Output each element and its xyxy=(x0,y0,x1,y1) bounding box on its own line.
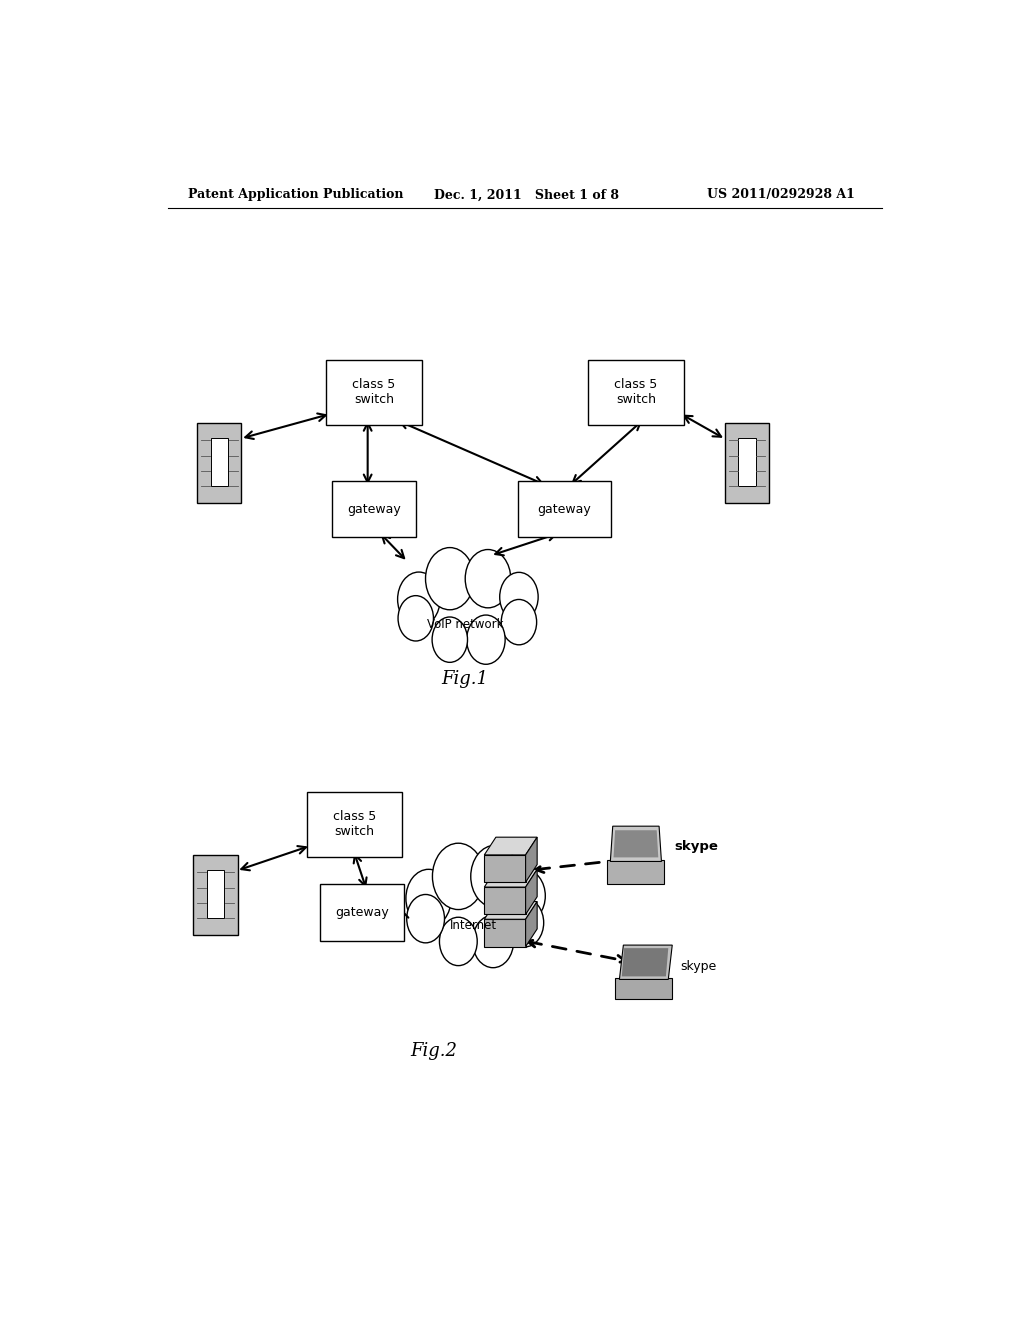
FancyBboxPatch shape xyxy=(332,480,417,537)
Polygon shape xyxy=(525,902,538,946)
Text: Fig.1: Fig.1 xyxy=(441,669,488,688)
Polygon shape xyxy=(613,830,658,858)
FancyBboxPatch shape xyxy=(588,359,684,425)
Circle shape xyxy=(397,572,440,627)
Circle shape xyxy=(432,843,484,909)
FancyBboxPatch shape xyxy=(615,978,673,999)
FancyBboxPatch shape xyxy=(306,792,401,857)
Text: gateway: gateway xyxy=(347,503,400,516)
Ellipse shape xyxy=(383,557,548,664)
Polygon shape xyxy=(620,945,672,979)
FancyBboxPatch shape xyxy=(211,438,228,486)
Text: skype: skype xyxy=(680,960,717,973)
Ellipse shape xyxy=(394,854,553,968)
FancyBboxPatch shape xyxy=(738,438,756,486)
Polygon shape xyxy=(484,837,538,855)
Polygon shape xyxy=(525,870,538,915)
Circle shape xyxy=(406,870,452,928)
Text: class 5
switch: class 5 switch xyxy=(333,810,376,838)
Circle shape xyxy=(432,616,468,663)
Text: US 2011/0292928 A1: US 2011/0292928 A1 xyxy=(708,189,855,202)
Text: Dec. 1, 2011   Sheet 1 of 8: Dec. 1, 2011 Sheet 1 of 8 xyxy=(433,189,618,202)
Circle shape xyxy=(506,899,544,946)
FancyBboxPatch shape xyxy=(197,424,242,503)
Text: gateway: gateway xyxy=(335,906,389,919)
Text: Patent Application Publication: Patent Application Publication xyxy=(187,189,403,202)
Text: skype: skype xyxy=(674,840,718,853)
Text: Fig.2: Fig.2 xyxy=(410,1041,457,1060)
FancyBboxPatch shape xyxy=(194,855,238,936)
Circle shape xyxy=(465,549,511,607)
Circle shape xyxy=(472,915,514,968)
Text: VoIP network: VoIP network xyxy=(427,618,504,631)
FancyBboxPatch shape xyxy=(484,887,525,915)
Text: Internet: Internet xyxy=(450,919,497,932)
FancyBboxPatch shape xyxy=(484,919,525,946)
Polygon shape xyxy=(622,948,669,977)
FancyBboxPatch shape xyxy=(518,480,611,537)
FancyBboxPatch shape xyxy=(319,884,404,941)
Circle shape xyxy=(467,615,505,664)
Text: class 5
switch: class 5 switch xyxy=(614,378,657,407)
FancyBboxPatch shape xyxy=(327,359,422,425)
FancyBboxPatch shape xyxy=(725,424,769,503)
Circle shape xyxy=(504,870,546,923)
FancyBboxPatch shape xyxy=(607,861,665,884)
Polygon shape xyxy=(484,870,538,887)
Circle shape xyxy=(407,895,444,942)
FancyBboxPatch shape xyxy=(207,870,224,917)
FancyBboxPatch shape xyxy=(484,855,525,882)
Text: class 5
switch: class 5 switch xyxy=(352,378,395,407)
Circle shape xyxy=(398,595,433,642)
Circle shape xyxy=(426,548,474,610)
Text: gateway: gateway xyxy=(538,503,591,516)
Circle shape xyxy=(500,573,539,622)
Polygon shape xyxy=(525,837,538,882)
Circle shape xyxy=(501,599,537,644)
Polygon shape xyxy=(610,826,662,862)
Circle shape xyxy=(471,845,519,907)
Polygon shape xyxy=(484,902,538,919)
Circle shape xyxy=(439,917,477,966)
